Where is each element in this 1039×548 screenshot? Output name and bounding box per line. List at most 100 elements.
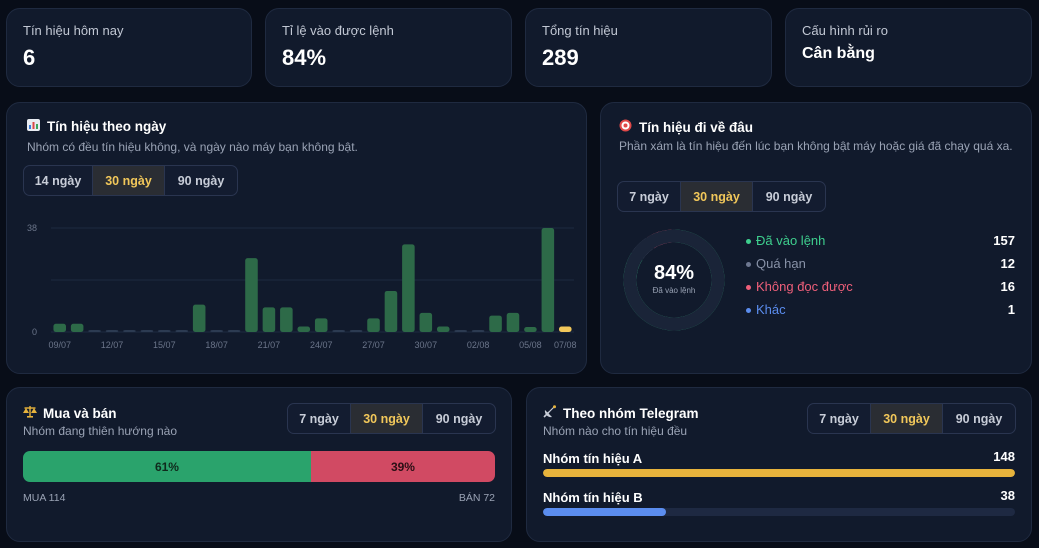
chart-bar[interactable] [436, 326, 450, 332]
card-subtitle: Phần xám là tín hiệu đến lúc bạn không b… [619, 139, 1013, 153]
card-title: Mua và bán [23, 405, 117, 421]
stat-card-signals-today: Tín hiệu hôm nay 6 [6, 8, 252, 87]
stat-card-risk-profile: Cấu hình rủi ro Cân bằng [785, 8, 1032, 87]
legend-value: 12 [1000, 256, 1015, 271]
legend-item-entered: Đã vào lệnh 157 [746, 233, 1015, 251]
chart-bar[interactable] [489, 315, 502, 332]
tab-7-days[interactable]: 7 ngày [618, 182, 681, 211]
buy-sell-ratio-bar: 61% 39% [23, 451, 495, 482]
legend-value: 16 [1000, 279, 1015, 294]
buy-segment: 61% [23, 451, 311, 482]
legend-dot [746, 308, 751, 314]
chart-bar[interactable] [471, 330, 485, 332]
tab-90-days[interactable]: 90 ngày [177, 173, 225, 188]
card-title: Tín hiệu đi về đâu [619, 119, 753, 135]
groups-range-tabs: 7 ngày 30 ngày 90 ngày [807, 403, 1016, 434]
signal-outcome-card: Tín hiệu đi về đâu Phần xám là tín hiệu … [600, 102, 1032, 374]
x-tick-label: 05/08 [519, 340, 542, 350]
chart-bar[interactable] [105, 330, 119, 332]
stat-label: Tỉ lệ vào được lệnh [282, 23, 394, 38]
tab-90-days[interactable]: 90 ngày [955, 411, 1003, 426]
legend-item-expired: Quá hạn 12 [746, 256, 1015, 274]
chart-bar[interactable] [297, 326, 311, 332]
x-tick-label: 07/08 [554, 340, 577, 350]
chart-bar[interactable] [175, 330, 189, 332]
chart-bar[interactable] [140, 330, 154, 332]
chart-bar[interactable] [349, 330, 363, 332]
card-title-text: Mua và bán [43, 406, 117, 421]
donut-track [623, 229, 725, 331]
group-bar-track [543, 469, 1015, 477]
x-tick-label: 02/08 [467, 340, 490, 350]
chart-bar[interactable] [192, 304, 206, 332]
tab-7-days[interactable]: 7 ngày [808, 404, 871, 433]
stat-card-total-signals: Tổng tín hiệu 289 [525, 8, 772, 87]
legend-dot [746, 262, 751, 268]
chart-bar[interactable] [402, 244, 415, 332]
sell-count-label: BÁN 72 [458, 492, 495, 504]
tab-30-days[interactable]: 30 ngày [681, 182, 753, 211]
group-name: Nhóm tín hiệu B [543, 490, 643, 505]
card-title-text: Tín hiệu đi về đâu [639, 120, 754, 135]
legend-dot [746, 285, 751, 291]
chart-bar[interactable] [384, 290, 398, 332]
buy-sell-card: Mua và bán Nhóm đang thiên hướng nào 7 n… [6, 387, 512, 542]
stat-label: Tổng tín hiệu [542, 23, 618, 38]
stat-label: Cấu hình rủi ro [802, 23, 888, 38]
x-tick-label: 21/07 [258, 340, 281, 350]
chart-bar[interactable] [70, 323, 84, 332]
chart-bar[interactable] [559, 326, 572, 332]
chart-bar[interactable] [541, 228, 555, 332]
daily-range-tabs: 14 ngày 30 ngày 90 ngày [23, 165, 238, 196]
tab-30-days[interactable]: 30 ngày [351, 404, 423, 433]
stat-value: 6 [23, 45, 36, 70]
tab-7-days[interactable]: 7 ngày [288, 404, 351, 433]
y-tick-label: 38 [27, 223, 37, 233]
chart-bar[interactable] [524, 327, 537, 332]
chart-bar[interactable] [332, 330, 345, 332]
group-bar-track [543, 508, 1015, 516]
group-bar-fill [543, 469, 1015, 477]
scales-icon [23, 405, 39, 421]
chart-bar[interactable] [262, 307, 276, 332]
tab-90-days[interactable]: 90 ngày [765, 189, 813, 204]
daily-signals-card: Tín hiệu theo ngày Nhóm có đều tín hiệu … [6, 102, 587, 374]
chart-bar[interactable] [506, 312, 520, 332]
legend-item-unreadable: Không đọc được 16 [746, 279, 1015, 297]
card-subtitle: Nhóm nào cho tín hiệu đều [543, 424, 688, 438]
x-tick-label: 27/07 [362, 340, 385, 350]
chart-bar[interactable] [367, 318, 380, 332]
card-subtitle: Nhóm đang thiên hướng nào [23, 424, 178, 438]
buysell-range-tabs: 7 ngày 30 ngày 90 ngày [287, 403, 496, 434]
x-tick-label: 12/07 [101, 340, 124, 350]
chart-bar[interactable] [158, 330, 171, 332]
legend-label: Quá hạn [746, 256, 806, 271]
telegram-groups-card: Theo nhóm Telegram Nhóm nào cho tín hiệu… [526, 387, 1032, 542]
chart-bar[interactable] [280, 307, 293, 332]
x-tick-label: 24/07 [310, 340, 333, 350]
chart-bar[interactable] [227, 330, 241, 332]
tab-30-days[interactable]: 30 ngày [871, 404, 943, 433]
sell-segment: 39% [310, 451, 495, 482]
card-title: Theo nhóm Telegram [543, 405, 699, 421]
chart-bar[interactable] [88, 330, 101, 332]
card-title-text: Theo nhóm Telegram [563, 406, 699, 421]
group-bar-fill [543, 508, 666, 516]
chart-bar[interactable] [314, 318, 328, 332]
chart-bar[interactable] [454, 330, 467, 332]
group-row-b: Nhóm tín hiệu B 38 [543, 488, 1015, 520]
chart-bar[interactable] [53, 323, 66, 332]
legend-dot [746, 239, 751, 245]
chart-bar[interactable] [245, 258, 258, 332]
card-subtitle: Nhóm có đều tín hiệu không, và ngày nào … [27, 140, 358, 154]
tab-90-days[interactable]: 90 ngày [435, 411, 483, 426]
tab-14-days[interactable]: 14 ngày [24, 166, 93, 195]
chart-bar[interactable] [123, 330, 136, 332]
group-row-a: Nhóm tín hiệu A 148 [543, 449, 1015, 481]
legend-label: Đã vào lệnh [746, 233, 825, 248]
legend-value: 1 [1007, 302, 1015, 317]
buy-percent: 61% [154, 459, 179, 474]
tab-30-days[interactable]: 30 ngày [93, 166, 165, 195]
chart-bar[interactable] [210, 330, 223, 332]
chart-bar[interactable] [419, 312, 433, 332]
